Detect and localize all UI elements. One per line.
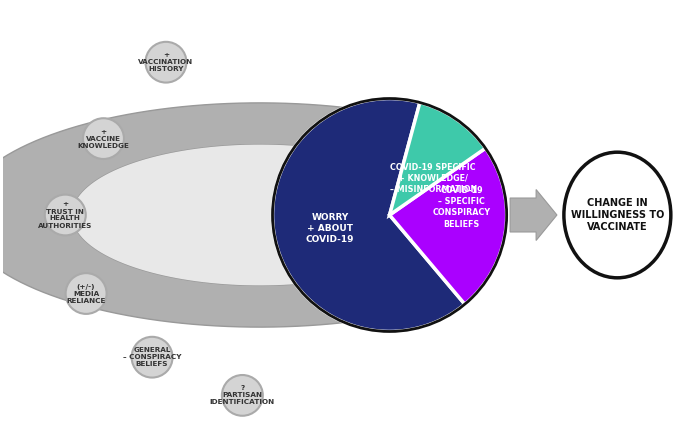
Text: +
VACCINATION
HISTORY: + VACCINATION HISTORY (139, 52, 193, 72)
Polygon shape (72, 144, 447, 286)
Ellipse shape (146, 42, 186, 83)
Polygon shape (390, 148, 507, 304)
Text: (+/-)
MEDIA
RELIANCE: (+/-) MEDIA RELIANCE (66, 283, 106, 304)
Polygon shape (390, 102, 486, 215)
Text: +
TRUST IN
HEALTH
AUTHORITIES: + TRUST IN HEALTH AUTHORITIES (38, 202, 92, 228)
Text: COVID-19
– SPECIFIC
CONSPIRACY
BELIEFS: COVID-19 – SPECIFIC CONSPIRACY BELIEFS (433, 186, 491, 229)
Text: GENERAL
– CONSPIRACY
BELIEFS: GENERAL – CONSPIRACY BELIEFS (122, 347, 181, 367)
Ellipse shape (132, 337, 173, 378)
Text: WORRY
+ ABOUT
COVID-19: WORRY + ABOUT COVID-19 (306, 212, 354, 244)
FancyArrow shape (510, 190, 557, 240)
Text: CHANGE IN
WILLINGNESS TO
VACCINATE: CHANGE IN WILLINGNESS TO VACCINATE (570, 198, 664, 232)
Text: COVID-19 SPECIFIC
+ KNOWLEDGE/
– MISINFORMATION: COVID-19 SPECIFIC + KNOWLEDGE/ – MISINFO… (390, 163, 477, 194)
Text: +
VACCINE
KNOWLEDGE: + VACCINE KNOWLEDGE (78, 129, 130, 149)
Ellipse shape (83, 118, 124, 159)
Polygon shape (272, 98, 465, 332)
Ellipse shape (66, 273, 106, 314)
Ellipse shape (45, 195, 86, 235)
Ellipse shape (564, 152, 671, 278)
Text: ?
PARTISAN
IDENTIFICATION: ? PARTISAN IDENTIFICATION (210, 385, 275, 405)
Ellipse shape (222, 375, 262, 416)
Polygon shape (0, 103, 463, 327)
